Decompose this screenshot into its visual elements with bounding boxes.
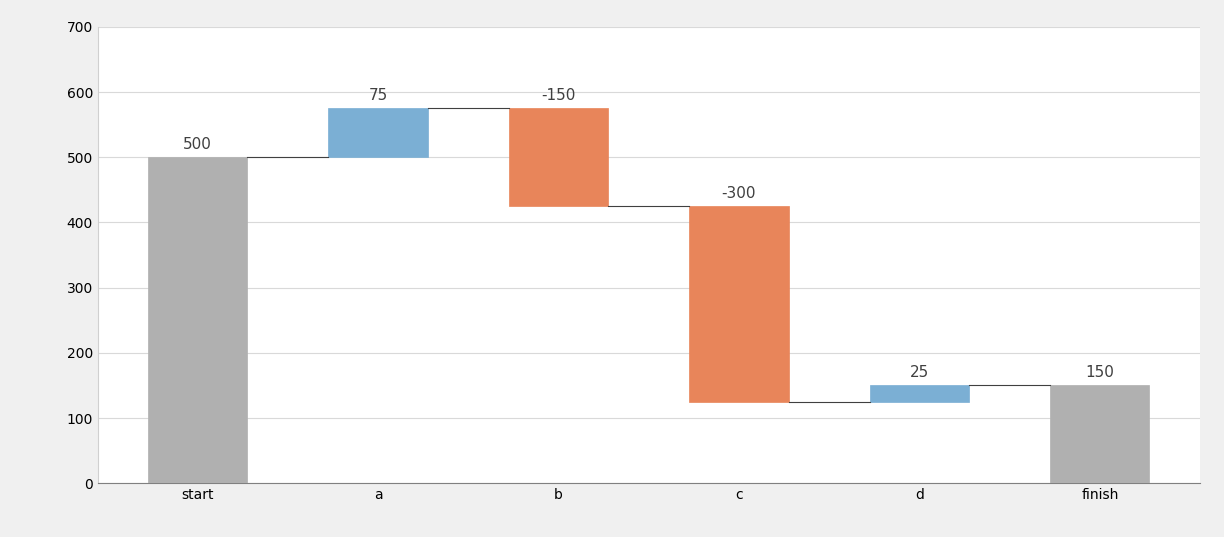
Bar bbox=[870, 386, 969, 402]
Bar bbox=[148, 157, 247, 483]
Text: 150: 150 bbox=[1086, 365, 1114, 380]
Bar bbox=[1050, 386, 1149, 483]
Text: 75: 75 bbox=[368, 88, 388, 103]
Text: -300: -300 bbox=[722, 186, 756, 201]
Bar bbox=[509, 108, 608, 206]
Text: -150: -150 bbox=[541, 88, 575, 103]
Bar bbox=[328, 108, 427, 157]
Text: 500: 500 bbox=[184, 137, 212, 152]
Text: 25: 25 bbox=[909, 365, 929, 380]
Bar bbox=[689, 206, 788, 402]
